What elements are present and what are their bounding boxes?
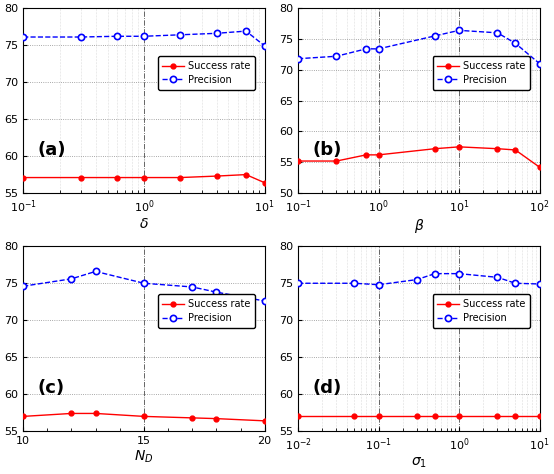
Success rate bbox=[494, 413, 501, 419]
Success rate bbox=[512, 413, 519, 419]
Line: Success rate: Success rate bbox=[296, 145, 542, 170]
Success rate bbox=[114, 175, 120, 181]
Success rate bbox=[78, 175, 84, 181]
Success rate bbox=[20, 413, 27, 419]
Success rate bbox=[363, 152, 370, 158]
Success rate bbox=[93, 410, 99, 416]
Text: (c): (c) bbox=[38, 379, 65, 397]
Line: Precision: Precision bbox=[20, 28, 268, 49]
Success rate bbox=[261, 418, 268, 424]
X-axis label: $\beta$: $\beta$ bbox=[414, 217, 424, 235]
Precision bbox=[494, 274, 501, 280]
Precision bbox=[189, 284, 196, 290]
Precision bbox=[512, 281, 519, 286]
Precision bbox=[20, 34, 27, 40]
Success rate bbox=[432, 146, 438, 152]
X-axis label: $\delta$: $\delta$ bbox=[139, 217, 149, 231]
Text: (d): (d) bbox=[312, 379, 342, 397]
Success rate bbox=[295, 413, 301, 419]
Precision bbox=[213, 289, 220, 295]
Precision bbox=[375, 282, 382, 288]
Success rate bbox=[432, 413, 438, 419]
Precision bbox=[243, 28, 249, 34]
Success rate bbox=[295, 158, 301, 164]
Precision bbox=[351, 281, 358, 286]
Text: (b): (b) bbox=[312, 141, 342, 159]
Success rate bbox=[141, 413, 147, 419]
Success rate bbox=[20, 175, 27, 181]
Text: (a): (a) bbox=[38, 141, 66, 159]
Precision bbox=[295, 281, 301, 286]
Success rate bbox=[213, 416, 220, 421]
Success rate bbox=[456, 144, 463, 150]
Precision bbox=[78, 34, 84, 40]
Precision bbox=[177, 32, 183, 37]
Precision bbox=[261, 298, 268, 304]
Line: Precision: Precision bbox=[295, 27, 543, 67]
Legend: Success rate, Precision: Success rate, Precision bbox=[157, 56, 255, 90]
Success rate bbox=[512, 147, 519, 153]
Precision bbox=[20, 283, 27, 289]
Precision bbox=[363, 46, 370, 52]
Success rate bbox=[213, 173, 220, 179]
Success rate bbox=[414, 413, 420, 419]
Precision bbox=[536, 61, 543, 66]
Success rate bbox=[177, 175, 183, 181]
Precision bbox=[512, 40, 519, 46]
Success rate bbox=[375, 413, 382, 419]
Line: Precision: Precision bbox=[20, 268, 268, 304]
X-axis label: $N_D$: $N_D$ bbox=[134, 449, 153, 465]
Legend: Success rate, Precision: Success rate, Precision bbox=[433, 294, 530, 328]
Precision bbox=[261, 43, 268, 49]
Line: Success rate: Success rate bbox=[20, 411, 267, 423]
Line: Precision: Precision bbox=[295, 271, 543, 288]
Precision bbox=[333, 54, 340, 59]
Precision bbox=[432, 33, 438, 39]
Line: Success rate: Success rate bbox=[296, 413, 542, 418]
Precision bbox=[456, 271, 463, 276]
Success rate bbox=[536, 413, 543, 419]
Precision bbox=[114, 34, 120, 39]
Success rate bbox=[333, 158, 340, 164]
Line: Success rate: Success rate bbox=[20, 172, 267, 185]
Precision bbox=[414, 277, 420, 283]
X-axis label: $\sigma_1$: $\sigma_1$ bbox=[411, 456, 427, 470]
Success rate bbox=[68, 410, 75, 416]
Success rate bbox=[375, 152, 382, 158]
Legend: Success rate, Precision: Success rate, Precision bbox=[433, 56, 530, 90]
Success rate bbox=[261, 180, 268, 186]
Success rate bbox=[536, 164, 543, 170]
Success rate bbox=[351, 413, 358, 419]
Precision bbox=[141, 281, 147, 286]
Precision bbox=[494, 30, 501, 36]
Success rate bbox=[141, 175, 147, 181]
Precision bbox=[93, 269, 99, 274]
Precision bbox=[213, 30, 220, 36]
Precision bbox=[141, 34, 147, 39]
Precision bbox=[375, 46, 382, 52]
Success rate bbox=[494, 146, 501, 152]
Precision bbox=[432, 271, 438, 276]
Success rate bbox=[189, 415, 196, 421]
Precision bbox=[536, 281, 543, 287]
Precision bbox=[68, 276, 75, 282]
Success rate bbox=[243, 172, 249, 177]
Precision bbox=[295, 56, 301, 62]
Success rate bbox=[456, 413, 463, 419]
Legend: Success rate, Precision: Success rate, Precision bbox=[157, 294, 255, 328]
Precision bbox=[456, 27, 463, 33]
